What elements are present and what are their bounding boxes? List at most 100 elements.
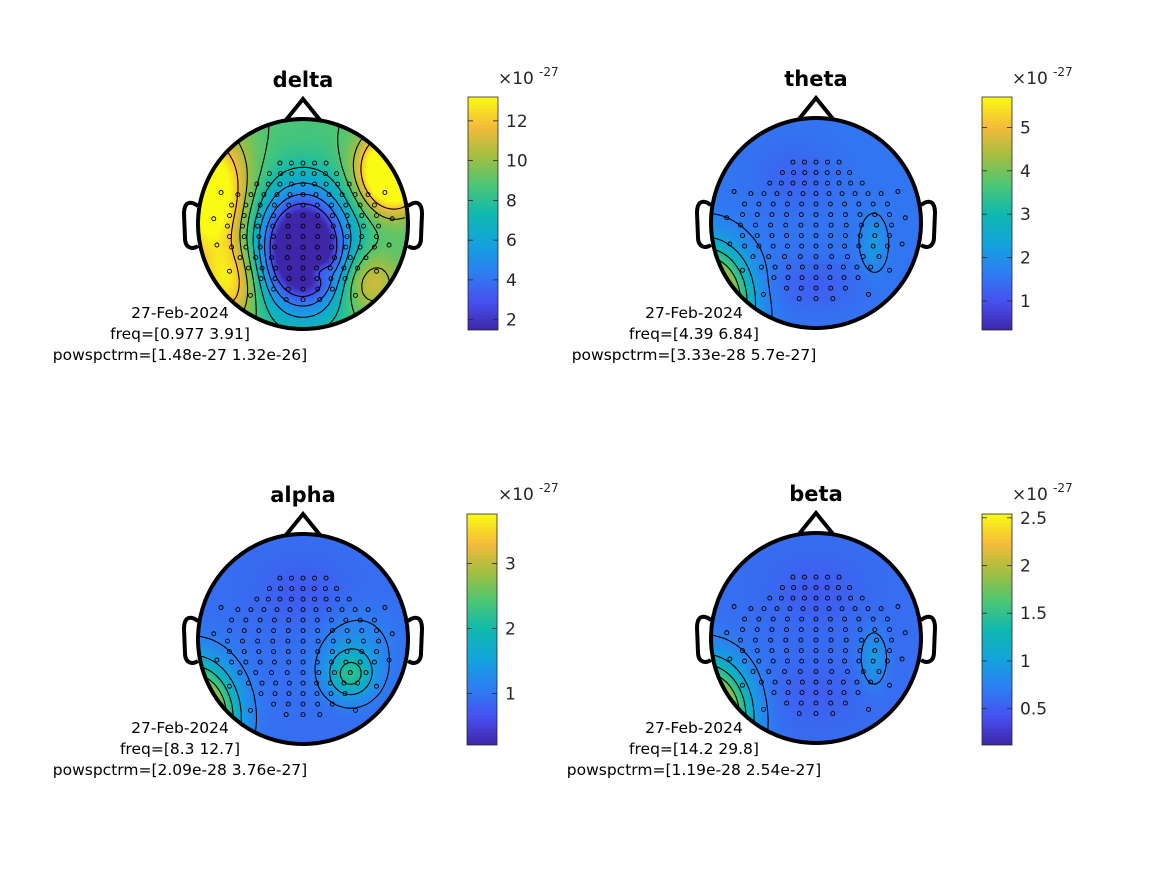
topoplot-head [694,94,938,330]
electrode-marker [774,606,780,612]
electrode-marker [842,616,848,622]
electrode-marker [740,648,745,654]
colorbar-tick-label: 6 [506,231,517,251]
electrode-marker [266,171,272,177]
electrode-marker [218,605,224,610]
colorbar-tick-label: 5 [1020,118,1031,138]
electrode-marker [330,638,336,644]
electrode-marker [796,711,802,717]
electrode-marker [235,192,241,198]
electrode-marker [248,607,254,613]
panel-title: delta [273,68,334,92]
electrode-marker [842,233,848,239]
electrode-marker [374,234,379,240]
electrode-marker [860,669,866,675]
colorbar: 2 4 6 8 10 12 [467,96,528,331]
electrode-marker [328,276,334,282]
electrode-marker [902,630,908,636]
electrode-marker [768,637,774,643]
electrode-marker [261,607,267,613]
electrode-marker [845,254,850,260]
electrode-marker [329,701,335,707]
electrode-marker [344,628,350,634]
electrode-marker [329,213,335,219]
electrode-marker [283,297,289,303]
electrode-marker [316,255,322,261]
electrode-marker [852,606,858,612]
electrode-marker [828,212,834,218]
electrode-marker [314,202,320,208]
electrode-marker [754,627,760,633]
electrode-marker [827,658,833,664]
colorbar-tick-label: 1 [505,685,516,705]
electrode-marker [277,596,283,602]
electrode-marker [866,706,871,712]
electrode-marker [858,637,864,643]
electrode-marker [884,201,890,207]
panel-powspctrm: powspctrm=[3.33e-28 5.7e-27] [572,346,817,364]
electrode-marker [848,595,854,601]
colorbar-tick-label: 1 [1020,292,1031,312]
electrode-marker [315,628,321,634]
electrode-marker [859,595,865,601]
head-outline [196,532,410,746]
electrode-marker [859,180,865,186]
electrode-marker [376,223,382,229]
panel-date: 27-Feb-2024 [131,719,229,737]
electrode-marker [827,201,833,207]
electrode-marker [786,679,792,685]
electrode-marker [872,212,878,218]
electrode-marker [256,649,262,655]
panel-powspctrm: powspctrm=[1.48e-27 1.32e-26] [53,346,307,364]
electrode-marker [766,669,772,675]
electrode-marker [374,628,379,634]
electrode-marker [271,701,277,707]
electrode-marker [826,606,832,612]
electrode-marker [842,243,848,249]
electrode-marker [311,586,317,592]
electrode-marker [329,617,335,623]
electrode-marker [824,585,830,591]
electrode-marker [259,265,265,271]
electrode-marker [771,275,777,281]
electrode-marker [742,243,748,249]
panel-date: 27-Feb-2024 [645,304,743,322]
electrode-marker [229,244,235,250]
electrode-marker [285,286,291,292]
electrode-marker [798,222,804,228]
electrode-marker [784,627,790,633]
electrode-marker [300,607,306,613]
electrode-marker [827,616,833,622]
electrode-marker [887,267,892,273]
electrode-marker [359,234,365,240]
electrode-marker [300,659,306,665]
electrode-marker [828,648,834,654]
electrode-marker [784,212,790,218]
panel-freq: freq=[4.39 6.84] [629,325,759,343]
electrode-marker [858,222,864,228]
electrode-marker [779,170,785,176]
electrode-marker [266,586,272,592]
electrode-marker [758,264,764,270]
electrode-marker [813,658,819,664]
electrode-marker [286,659,292,665]
electrode-marker [289,596,294,602]
electrode-marker [312,596,317,602]
electrode-marker [750,669,756,675]
electrode-marker [365,607,371,613]
electrode-marker [870,243,876,249]
electrode-marker [848,180,854,186]
colorbar-tick-label: 2.5 [1020,509,1047,529]
electrode-marker [740,682,745,688]
electrode-marker [902,215,908,221]
colorbar-multiplier: ×10 -27 [498,65,559,89]
electrode-marker [855,690,861,696]
multiplier-base: ×10 [1012,485,1048,505]
electrode-marker [813,690,819,696]
electrode-marker [359,628,365,634]
colorbar-multiplier: ×10 -27 [1012,481,1073,505]
electrode-marker [841,690,847,696]
electrode-marker [872,233,878,239]
electrode-marker [300,223,306,229]
electrode-marker [767,180,773,186]
